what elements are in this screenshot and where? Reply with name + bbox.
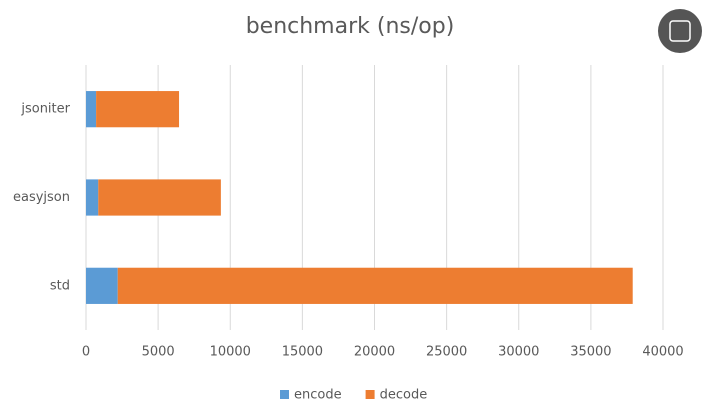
chart-title: benchmark (ns/op) xyxy=(246,14,455,39)
x-tick-label: 25000 xyxy=(426,345,467,360)
y-tick-label: easyjson xyxy=(13,190,70,205)
bar-segment xyxy=(117,267,633,304)
x-tick-label: 30000 xyxy=(498,345,539,360)
legend-label: encode xyxy=(294,388,342,403)
bar-segment xyxy=(96,91,180,128)
x-tick-label: 5000 xyxy=(142,345,175,360)
bar-segment xyxy=(86,91,97,128)
translate-glyph xyxy=(669,20,691,42)
y-tick-label: std xyxy=(50,278,70,293)
x-tick-label: 10000 xyxy=(210,345,251,360)
x-tick-label: 15000 xyxy=(282,345,323,360)
translate-icon[interactable] xyxy=(658,9,702,53)
bar-segment xyxy=(98,179,221,216)
x-tick-label: 0 xyxy=(82,345,90,360)
legend-label: decode xyxy=(380,388,428,403)
x-tick-label: 35000 xyxy=(570,345,611,360)
legend-swatch xyxy=(365,390,375,399)
bar-segment xyxy=(86,267,118,304)
x-tick-label: 40000 xyxy=(642,345,683,360)
y-tick-label: jsoniter xyxy=(20,102,70,117)
bar-segment xyxy=(86,179,99,216)
translate-button[interactable] xyxy=(658,9,702,53)
x-tick-label: 20000 xyxy=(354,345,395,360)
legend-swatch xyxy=(280,390,289,399)
